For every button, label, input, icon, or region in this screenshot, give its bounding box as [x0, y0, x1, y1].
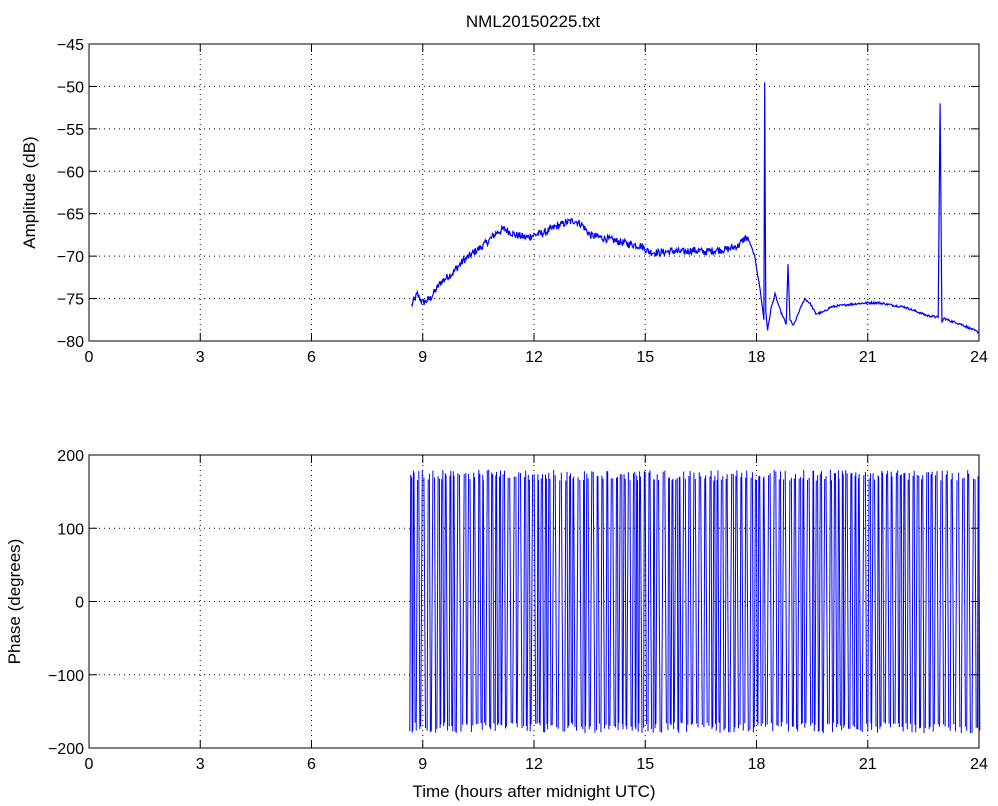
x-tick-label: 6	[307, 756, 316, 773]
x-tick-label: 18	[748, 349, 766, 366]
y-tick-label: −45	[57, 37, 84, 54]
phase-series	[409, 469, 981, 734]
x-tick-label: 6	[307, 349, 316, 366]
x-tick-label: 21	[859, 756, 877, 773]
chart-title: NML20150225.txt	[466, 12, 600, 31]
x-tick-label: 18	[748, 756, 766, 773]
x-tick-label: 3	[196, 756, 205, 773]
y-tick-label: −70	[57, 249, 84, 266]
x-tick-label: 21	[859, 349, 877, 366]
x-tick-label: 15	[636, 756, 654, 773]
y-tick-label: −60	[57, 164, 84, 181]
x-tick-label: 15	[636, 349, 654, 366]
amplitude-line	[411, 82, 980, 335]
amplitude-gridlines	[89, 44, 979, 341]
phase-axes: 0 3 6 9 12 15 18 21 24 −200 −100 0 100 200 Phase (de…	[5, 448, 988, 801]
amplitude-ticks	[88, 43, 980, 342]
x-tick-label: 9	[418, 756, 427, 773]
y-tick-label: −50	[57, 79, 84, 96]
amplitude-series	[411, 82, 980, 335]
phase-x-tick-labels: 0 3 6 9 12 15 18 21 24	[85, 756, 988, 773]
y-tick-label: 0	[75, 595, 84, 612]
amplitude-y-axis-label: Amplitude (dB)	[20, 136, 39, 248]
x-tick-label: 3	[196, 349, 205, 366]
x-tick-label: 0	[85, 756, 94, 773]
amplitude-y-tick-labels: −80 −75 −70 −65 −60 −55 −50 −45	[57, 37, 84, 351]
y-tick-label: −200	[48, 741, 84, 758]
x-tick-label: 24	[970, 756, 988, 773]
y-tick-label: −65	[57, 207, 84, 224]
y-tick-label: −55	[57, 122, 84, 139]
phase-gridlines	[89, 455, 979, 748]
amplitude-axes: NML20150225.txt 0 3 6 9 12 15 18 21 24 −80 −75 −70…	[20, 12, 988, 366]
x-tick-label: 0	[85, 349, 94, 366]
x-tick-label: 9	[418, 349, 427, 366]
y-tick-label: −80	[57, 334, 84, 351]
phase-y-axis-label: Phase (degrees)	[5, 539, 24, 665]
x-tick-label: 24	[970, 349, 988, 366]
phase-line	[409, 469, 981, 734]
x-tick-label: 12	[525, 756, 543, 773]
y-tick-label: −100	[48, 668, 84, 685]
y-tick-label: 100	[57, 521, 84, 538]
phase-y-tick-labels: −200 −100 0 100 200	[48, 448, 84, 758]
phase-x-axis-label: Time (hours after midnight UTC)	[412, 782, 655, 801]
y-tick-label: −75	[57, 292, 84, 309]
y-tick-label: 200	[57, 448, 84, 465]
x-tick-label: 12	[525, 349, 543, 366]
amplitude-x-tick-labels: 0 3 6 9 12 15 18 21 24	[85, 349, 988, 366]
